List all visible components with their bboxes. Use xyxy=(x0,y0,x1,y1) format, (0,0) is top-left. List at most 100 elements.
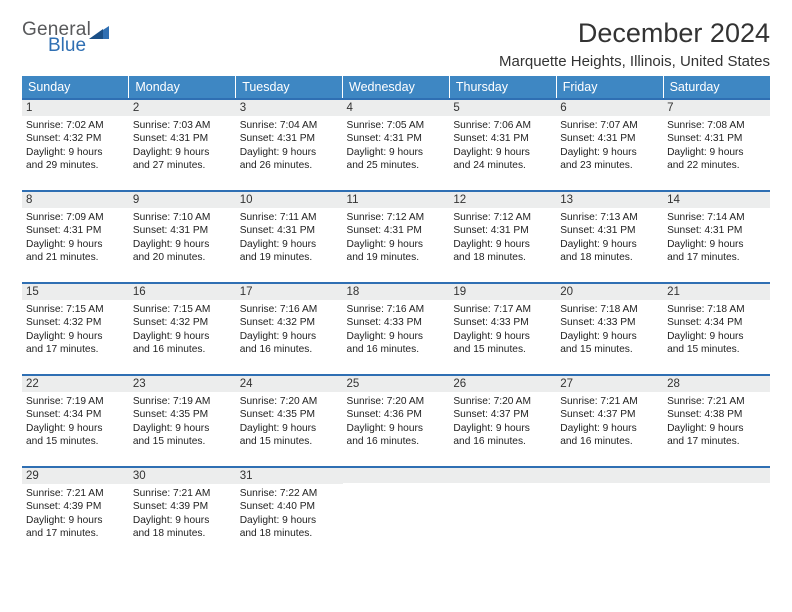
day-body: Sunrise: 7:19 AMSunset: 4:34 PMDaylight:… xyxy=(22,392,129,451)
title-block: December 2024 Marquette Heights, Illinoi… xyxy=(499,18,770,70)
daylight-line-b: and 16 minutes. xyxy=(240,343,339,356)
sunrise-line: Sunrise: 7:16 AM xyxy=(347,303,446,316)
sunset-line: Sunset: 4:38 PM xyxy=(667,408,766,421)
calendar-day-cell: 26Sunrise: 7:20 AMSunset: 4:37 PMDayligh… xyxy=(449,374,556,466)
day-number: 2 xyxy=(129,98,236,116)
daylight-line-b: and 15 minutes. xyxy=(560,343,659,356)
sunrise-line: Sunrise: 7:18 AM xyxy=(667,303,766,316)
daylight-line-a: Daylight: 9 hours xyxy=(667,330,766,343)
sunset-line: Sunset: 4:31 PM xyxy=(133,224,232,237)
weekday-header: Saturday xyxy=(663,76,770,98)
calendar-day-cell: 17Sunrise: 7:16 AMSunset: 4:32 PMDayligh… xyxy=(236,282,343,374)
day-number: 8 xyxy=(22,190,129,208)
daylight-line-b: and 22 minutes. xyxy=(667,159,766,172)
sunrise-line: Sunrise: 7:08 AM xyxy=(667,119,766,132)
daylight-line-b: and 17 minutes. xyxy=(26,343,125,356)
sunrise-line: Sunrise: 7:07 AM xyxy=(560,119,659,132)
sunset-line: Sunset: 4:34 PM xyxy=(667,316,766,329)
day-body: Sunrise: 7:18 AMSunset: 4:34 PMDaylight:… xyxy=(663,300,770,359)
daylight-line-b: and 16 minutes. xyxy=(560,435,659,448)
month-title: December 2024 xyxy=(499,18,770,49)
calendar-table: Sunday Monday Tuesday Wednesday Thursday… xyxy=(22,76,770,558)
day-number: 6 xyxy=(556,98,663,116)
daylight-line-a: Daylight: 9 hours xyxy=(453,146,552,159)
day-body: Sunrise: 7:16 AMSunset: 4:33 PMDaylight:… xyxy=(343,300,450,359)
sunset-line: Sunset: 4:33 PM xyxy=(347,316,446,329)
sunset-line: Sunset: 4:37 PM xyxy=(560,408,659,421)
calendar-day-cell: 10Sunrise: 7:11 AMSunset: 4:31 PMDayligh… xyxy=(236,190,343,282)
sunset-line: Sunset: 4:33 PM xyxy=(560,316,659,329)
daylight-line-a: Daylight: 9 hours xyxy=(453,330,552,343)
weekday-header: Friday xyxy=(556,76,663,98)
sunrise-line: Sunrise: 7:14 AM xyxy=(667,211,766,224)
daylight-line-b: and 19 minutes. xyxy=(347,251,446,264)
day-body: Sunrise: 7:18 AMSunset: 4:33 PMDaylight:… xyxy=(556,300,663,359)
daylight-line-a: Daylight: 9 hours xyxy=(240,514,339,527)
calendar-day-cell: 3Sunrise: 7:04 AMSunset: 4:31 PMDaylight… xyxy=(236,98,343,190)
daylight-line-b: and 16 minutes. xyxy=(347,435,446,448)
sunset-line: Sunset: 4:31 PM xyxy=(347,132,446,145)
day-body: Sunrise: 7:19 AMSunset: 4:35 PMDaylight:… xyxy=(129,392,236,451)
daylight-line-a: Daylight: 9 hours xyxy=(347,146,446,159)
daylight-line-a: Daylight: 9 hours xyxy=(26,422,125,435)
sunset-line: Sunset: 4:35 PM xyxy=(133,408,232,421)
day-number: 20 xyxy=(556,282,663,300)
daylight-line-a: Daylight: 9 hours xyxy=(133,146,232,159)
day-body: Sunrise: 7:22 AMSunset: 4:40 PMDaylight:… xyxy=(236,484,343,543)
sunrise-line: Sunrise: 7:05 AM xyxy=(347,119,446,132)
sunset-line: Sunset: 4:37 PM xyxy=(453,408,552,421)
daylight-line-a: Daylight: 9 hours xyxy=(240,146,339,159)
daylight-line-b: and 17 minutes. xyxy=(667,251,766,264)
day-number: 26 xyxy=(449,374,556,392)
daylight-line-b: and 26 minutes. xyxy=(240,159,339,172)
calendar-week-row: 8Sunrise: 7:09 AMSunset: 4:31 PMDaylight… xyxy=(22,190,770,282)
day-number: 9 xyxy=(129,190,236,208)
daylight-line-b: and 21 minutes. xyxy=(26,251,125,264)
day-body: Sunrise: 7:12 AMSunset: 4:31 PMDaylight:… xyxy=(343,208,450,267)
day-number: 28 xyxy=(663,374,770,392)
empty-day-bar xyxy=(449,466,556,483)
calendar-day-cell: 13Sunrise: 7:13 AMSunset: 4:31 PMDayligh… xyxy=(556,190,663,282)
sunrise-line: Sunrise: 7:10 AM xyxy=(133,211,232,224)
calendar-day-cell: 2Sunrise: 7:03 AMSunset: 4:31 PMDaylight… xyxy=(129,98,236,190)
daylight-line-a: Daylight: 9 hours xyxy=(347,238,446,251)
sunset-line: Sunset: 4:31 PM xyxy=(453,132,552,145)
day-body: Sunrise: 7:21 AMSunset: 4:38 PMDaylight:… xyxy=(663,392,770,451)
logo-text: General Blue xyxy=(22,22,91,54)
day-number: 3 xyxy=(236,98,343,116)
empty-day-bar xyxy=(556,466,663,483)
sunset-line: Sunset: 4:35 PM xyxy=(240,408,339,421)
day-number: 19 xyxy=(449,282,556,300)
day-body: Sunrise: 7:10 AMSunset: 4:31 PMDaylight:… xyxy=(129,208,236,267)
weekday-header-row: Sunday Monday Tuesday Wednesday Thursday… xyxy=(22,76,770,98)
daylight-line-b: and 18 minutes. xyxy=(560,251,659,264)
sunrise-line: Sunrise: 7:09 AM xyxy=(26,211,125,224)
daylight-line-b: and 15 minutes. xyxy=(26,435,125,448)
sunrise-line: Sunrise: 7:18 AM xyxy=(560,303,659,316)
daylight-line-a: Daylight: 9 hours xyxy=(26,330,125,343)
daylight-line-a: Daylight: 9 hours xyxy=(560,146,659,159)
daylight-line-a: Daylight: 9 hours xyxy=(667,146,766,159)
daylight-line-b: and 18 minutes. xyxy=(240,527,339,540)
daylight-line-a: Daylight: 9 hours xyxy=(133,330,232,343)
day-number: 23 xyxy=(129,374,236,392)
sunset-line: Sunset: 4:31 PM xyxy=(453,224,552,237)
day-body: Sunrise: 7:17 AMSunset: 4:33 PMDaylight:… xyxy=(449,300,556,359)
calendar-day-cell: 28Sunrise: 7:21 AMSunset: 4:38 PMDayligh… xyxy=(663,374,770,466)
sunset-line: Sunset: 4:34 PM xyxy=(26,408,125,421)
calendar-day-cell: 18Sunrise: 7:16 AMSunset: 4:33 PMDayligh… xyxy=(343,282,450,374)
calendar-week-row: 22Sunrise: 7:19 AMSunset: 4:34 PMDayligh… xyxy=(22,374,770,466)
daylight-line-a: Daylight: 9 hours xyxy=(240,330,339,343)
day-body: Sunrise: 7:07 AMSunset: 4:31 PMDaylight:… xyxy=(556,116,663,175)
sunrise-line: Sunrise: 7:22 AM xyxy=(240,487,339,500)
sunset-line: Sunset: 4:31 PM xyxy=(347,224,446,237)
sunrise-line: Sunrise: 7:20 AM xyxy=(240,395,339,408)
logo-word-blue: Blue xyxy=(48,38,91,54)
calendar-day-cell: 1Sunrise: 7:02 AMSunset: 4:32 PMDaylight… xyxy=(22,98,129,190)
daylight-line-b: and 17 minutes. xyxy=(667,435,766,448)
day-number: 15 xyxy=(22,282,129,300)
calendar-day-cell: 6Sunrise: 7:07 AMSunset: 4:31 PMDaylight… xyxy=(556,98,663,190)
sunrise-line: Sunrise: 7:12 AM xyxy=(453,211,552,224)
day-body: Sunrise: 7:16 AMSunset: 4:32 PMDaylight:… xyxy=(236,300,343,359)
header: General Blue December 2024 Marquette Hei… xyxy=(22,18,770,70)
